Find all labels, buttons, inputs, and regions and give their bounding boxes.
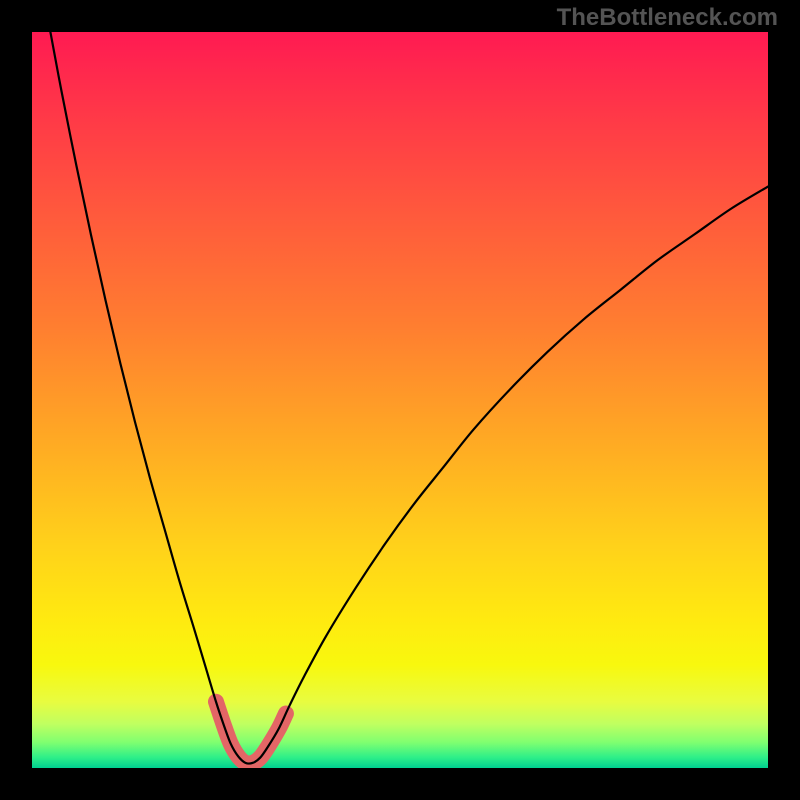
plot-area [32,32,768,768]
plot-background [32,32,768,768]
chart-frame: TheBottleneck.com [0,0,800,800]
watermark-text: TheBottleneck.com [557,4,778,32]
chart-svg [32,32,768,768]
